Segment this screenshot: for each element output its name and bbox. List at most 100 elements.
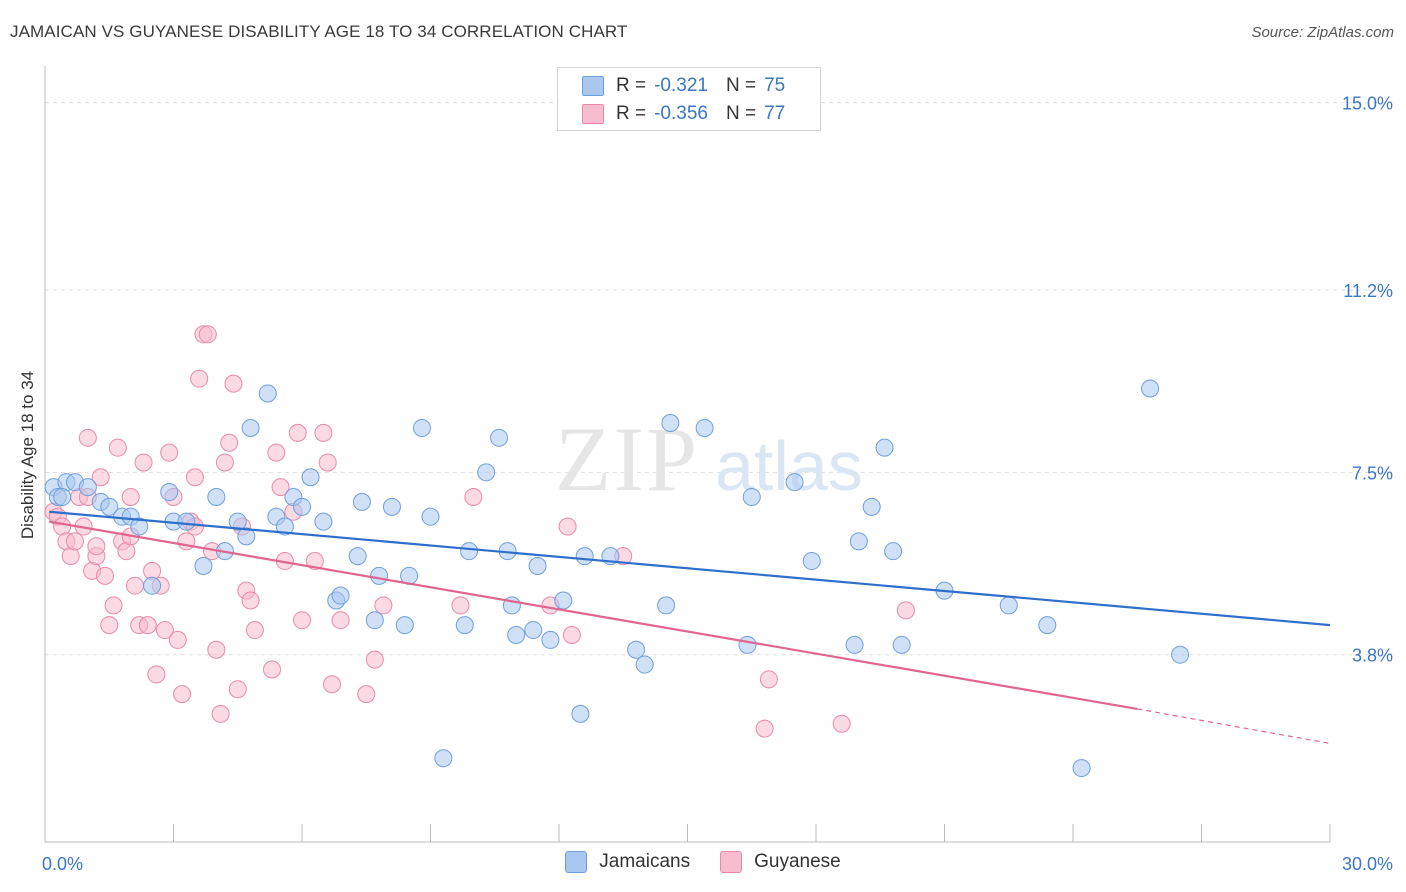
guyanese-point-59 xyxy=(331,611,350,630)
jamaican-point-22 xyxy=(275,517,294,536)
guyanese-point-36 xyxy=(198,325,217,344)
jamaican-point-29 xyxy=(348,547,367,566)
jamaican-point-45 xyxy=(507,625,526,644)
guyanese-point-39 xyxy=(211,704,230,723)
guyanese-point-30 xyxy=(173,685,192,704)
jamaican-point-34 xyxy=(395,616,414,635)
guyanese-point-53 xyxy=(288,423,307,442)
jamaican-point-37 xyxy=(421,507,440,526)
guyanese-point-48 xyxy=(263,660,282,679)
jamaican-point-11 xyxy=(160,483,179,502)
jamaican-point-60 xyxy=(785,473,804,492)
guyanese-point-14 xyxy=(104,596,123,615)
jamaican-point-17 xyxy=(228,512,247,531)
jamaican-point-39 xyxy=(455,616,474,635)
jamaican-trend-line xyxy=(49,510,1331,627)
guyanese-point-15 xyxy=(108,438,127,457)
jamaican-point-72 xyxy=(1141,379,1160,398)
series-legend-jamaicans[interactable]: Jamaicans xyxy=(565,851,690,873)
guyanese-point-24 xyxy=(147,665,166,684)
jamaican-point-36 xyxy=(412,418,431,437)
guyanese-point-56 xyxy=(314,423,333,442)
jamaican-point-20 xyxy=(258,384,277,403)
jamaican-point-32 xyxy=(370,566,389,585)
grid-lines xyxy=(45,102,1392,656)
jamaican-point-54 xyxy=(635,655,654,674)
guyanese-point-19 xyxy=(125,576,144,595)
jamaican-point-53 xyxy=(627,640,646,659)
guyanese-point-42 xyxy=(224,374,243,393)
jamaican-point-13 xyxy=(177,512,196,531)
legend: R = -0.321 N = 75 R = -0.356 N = 77 xyxy=(557,67,821,131)
legend-n-value: 77 xyxy=(764,103,786,124)
legend-r-value: -0.356 xyxy=(654,103,708,124)
guyanese-point-46 xyxy=(241,591,260,610)
guyanese-point-64 xyxy=(464,487,483,506)
watermark-atlas: atlas xyxy=(715,427,863,505)
jamaican-point-9 xyxy=(130,517,149,536)
guyanese-points xyxy=(44,325,915,738)
jamaican-point-41 xyxy=(477,463,496,482)
y-tick-label-3: 15.0% xyxy=(1342,94,1393,114)
jamaican-point-4 xyxy=(78,478,97,497)
guyanese-point-38 xyxy=(207,640,226,659)
jamaican-point-42 xyxy=(490,428,509,447)
trend-lines xyxy=(49,510,1331,745)
guyanese-trend-extension xyxy=(1137,708,1331,745)
jamaican-point-15 xyxy=(207,487,226,506)
y-tick-label-1: 7.5% xyxy=(1352,463,1393,483)
guyanese-point-54 xyxy=(293,611,311,630)
jamaican-point-59 xyxy=(742,487,761,506)
jamaican-point-38 xyxy=(434,749,453,768)
jamaican-point-19 xyxy=(241,418,260,437)
guyanese-point-70 xyxy=(759,670,778,689)
legend-row-guyanese: R = -0.356 N = 77 xyxy=(582,100,785,128)
y-axis-label: Disability Age 18 to 34 xyxy=(18,371,37,539)
jamaican-point-58 xyxy=(738,635,757,654)
guyanese-point-11 xyxy=(91,468,110,487)
guyanese-point-67 xyxy=(562,625,581,644)
guyanese-point-33 xyxy=(185,468,204,487)
guyanese-point-21 xyxy=(134,453,153,472)
legend-n-label: N = xyxy=(725,75,757,96)
guyanese-point-26 xyxy=(155,621,174,640)
legend-row-jamaicans: R = -0.321 N = 75 xyxy=(582,72,785,100)
guyanese-point-69 xyxy=(755,719,774,738)
legend-n-label: N = xyxy=(725,103,757,124)
guyanese-point-60 xyxy=(357,685,376,704)
guyanese-point-5 xyxy=(65,532,84,551)
jamaican-point-40 xyxy=(460,542,479,561)
guyanese-point-66 xyxy=(558,517,577,536)
jamaican-point-56 xyxy=(661,414,680,433)
jamaican-point-66 xyxy=(884,542,903,561)
jamaican-point-47 xyxy=(528,556,547,575)
guyanese-point-49 xyxy=(267,443,286,462)
jamaican-point-48 xyxy=(541,630,560,649)
series-legend-guyanese[interactable]: Guyanese xyxy=(720,851,841,873)
x-tick-label-min: 0.0% xyxy=(42,854,83,874)
guyanese-point-34 xyxy=(190,369,209,388)
jamaican-point-6 xyxy=(100,497,119,516)
y-tick-label-2: 11.2% xyxy=(1343,281,1393,301)
jamaican-point-67 xyxy=(892,635,911,654)
jamaican-point-63 xyxy=(849,532,868,551)
jamaican-point-24 xyxy=(293,497,311,516)
jamaican-point-62 xyxy=(845,635,864,654)
guyanese-point-47 xyxy=(245,621,264,640)
jamaican-point-73 xyxy=(1171,645,1190,664)
legend-swatch-pink xyxy=(720,851,743,873)
series-label: Guyanese xyxy=(754,851,841,872)
y-tick-label-0: 3.8% xyxy=(1352,646,1393,666)
jamaican-point-28 xyxy=(331,586,350,605)
legend-swatch-blue xyxy=(565,851,588,873)
jamaican-points xyxy=(44,379,1190,778)
jamaican-point-25 xyxy=(301,468,320,487)
jamaican-point-55 xyxy=(657,596,676,615)
jamaican-point-14 xyxy=(194,556,213,575)
guyanese-point-12 xyxy=(95,566,114,585)
chart-title: JAMAICAN VS GUYANESE DISABILITY AGE 18 T… xyxy=(10,22,628,41)
jamaican-point-31 xyxy=(365,611,384,630)
series-legend: Jamaicans Guyanese xyxy=(0,851,1406,873)
guyanese-point-18 xyxy=(121,487,140,506)
